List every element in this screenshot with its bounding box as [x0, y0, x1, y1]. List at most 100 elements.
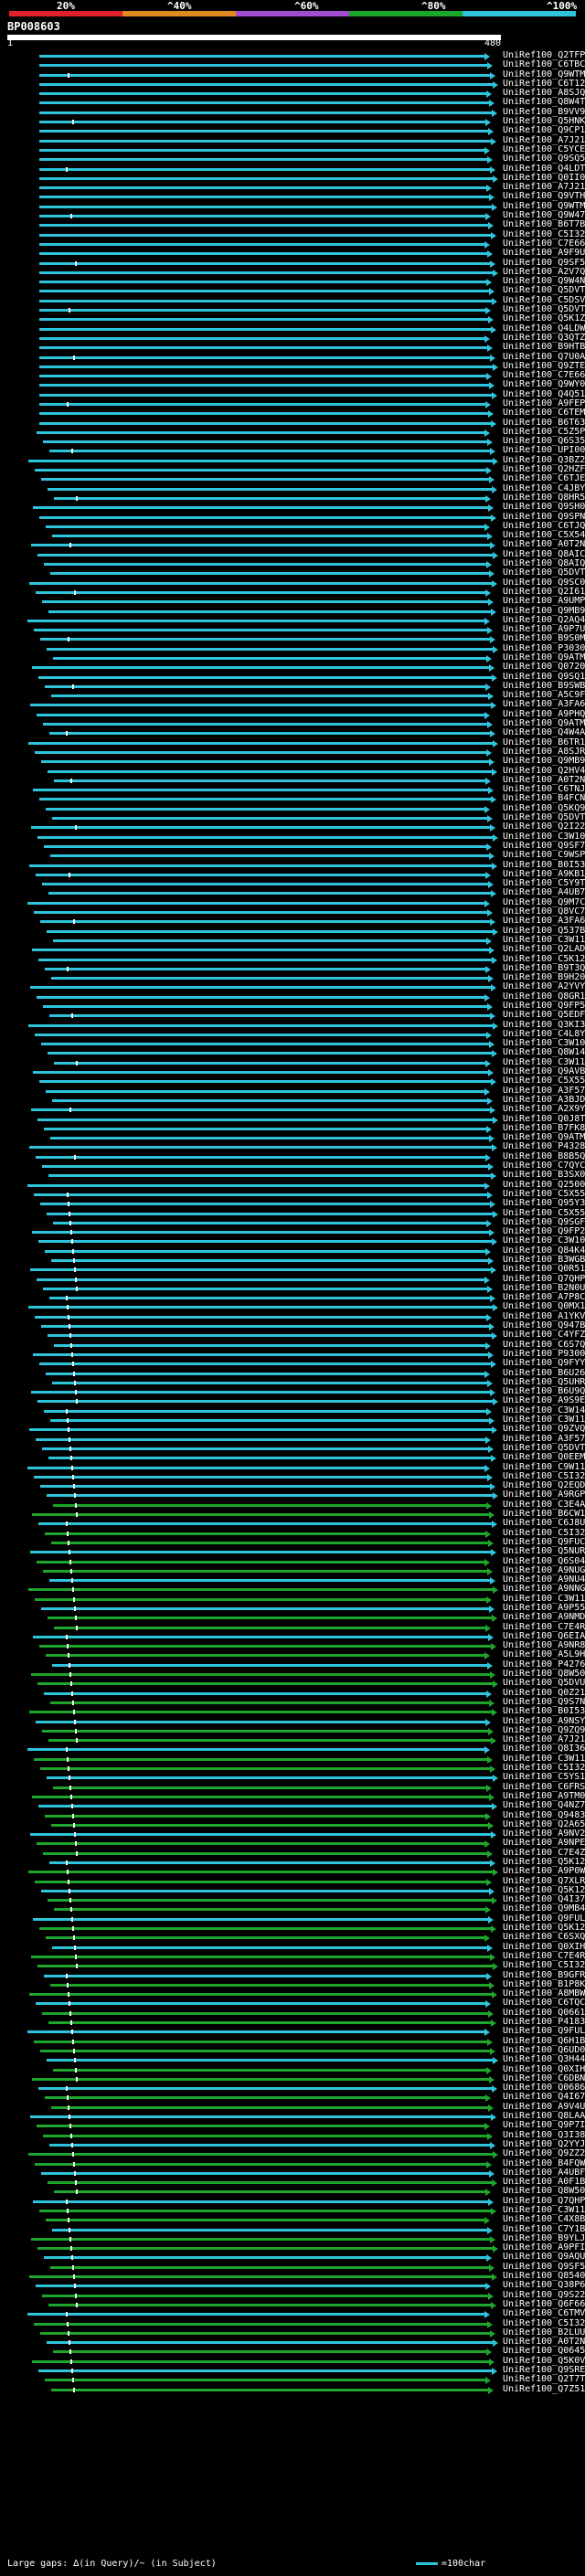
hit-label[interactable]: UniRef100_C6T129: [503, 78, 585, 89]
hit-row[interactable]: UniRef100_C5I324: [0, 1471, 585, 1481]
hit-row[interactable]: UniRef100_Q2HZF5: [0, 464, 585, 475]
hit-row[interactable]: UniRef100_Q9AVB3: [0, 1066, 585, 1077]
hit-label[interactable]: UniRef100_B0I532: [503, 859, 585, 870]
hit-row[interactable]: UniRef100_A9V4U3: [0, 2102, 585, 2112]
hit-label[interactable]: UniRef100_Q9FP27: [503, 1226, 585, 1237]
hit-label[interactable]: UniRef100_P41837: [503, 2017, 585, 2028]
hit-row[interactable]: UniRef100_C5DSV1: [0, 295, 585, 305]
hit-label[interactable]: UniRef100_Q4Q517: [503, 388, 585, 399]
hit-label[interactable]: UniRef100_Q6EIA8: [503, 1630, 585, 1641]
hit-row[interactable]: UniRef100_Q06862: [0, 2083, 585, 2094]
hit-row[interactable]: UniRef100_Q9WTM6: [0, 201, 585, 211]
hit-label[interactable]: UniRef100_B6U9Q4: [503, 1386, 585, 1397]
hit-row[interactable]: UniRef100_Q6H1B0: [0, 2035, 585, 2046]
hit-row[interactable]: UniRef100_A0F1B9: [0, 2177, 585, 2188]
hit-label[interactable]: UniRef100_C6S7Q2: [503, 1339, 585, 1350]
hit-label[interactable]: UniRef100_Q6S357: [503, 436, 585, 447]
hit-label[interactable]: UniRef100_Q0Z212: [503, 1687, 585, 1698]
hit-row[interactable]: UniRef100_Q0XIH4: [0, 2064, 585, 2074]
hit-label[interactable]: UniRef100_Q9ZZ29: [503, 2148, 585, 2159]
hit-label[interactable]: UniRef100_Q6H1B0: [503, 2035, 585, 2046]
hit-label[interactable]: UniRef100_Q9ATM5: [503, 1132, 585, 1143]
hit-row[interactable]: UniRef100_Q4I372: [0, 1894, 585, 1905]
hit-row[interactable]: UniRef100_C9W115: [0, 1462, 585, 1472]
hit-row[interactable]: UniRef100_C5I326: [0, 1960, 585, 1971]
hit-label[interactable]: UniRef100_Q25007: [503, 1179, 585, 1190]
hit-row[interactable]: UniRef100_Q9ZZ29: [0, 2148, 585, 2159]
hit-label[interactable]: UniRef100_A9FEP4: [503, 398, 585, 408]
hit-label[interactable]: UniRef100_Q2A650: [503, 1818, 585, 1829]
hit-label[interactable]: UniRef100_B9H203: [503, 972, 585, 983]
hit-label[interactable]: UniRef100_Q0MX13: [503, 1301, 585, 1312]
hit-label[interactable]: UniRef100_Q9M7C4: [503, 896, 585, 907]
hit-label[interactable]: UniRef100_C7E661: [503, 370, 585, 381]
hit-row[interactable]: UniRef100_B0I532: [0, 859, 585, 870]
hit-label[interactable]: UniRef100_Q0XIH5: [503, 1941, 585, 1952]
hit-label[interactable]: UniRef100_Q9S223: [503, 2289, 585, 2300]
hit-label[interactable]: UniRef100_A0T2N8: [503, 774, 585, 785]
hit-label[interactable]: UniRef100_C5Y9T3: [503, 878, 585, 889]
hit-row[interactable]: UniRef100_B9HTB7: [0, 342, 585, 353]
hit-row[interactable]: UniRef100_Q5K126: [0, 1923, 585, 1934]
hit-row[interactable]: UniRef100_Q2HV44: [0, 766, 585, 776]
hit-label[interactable]: UniRef100_Q9MB98: [503, 605, 585, 616]
hit-label[interactable]: UniRef100_C4L8Y7: [503, 1028, 585, 1039]
hit-row[interactable]: UniRef100_C6DBN4: [0, 2072, 585, 2083]
hit-row[interactable]: UniRef100_B9H203: [0, 972, 585, 983]
hit-label[interactable]: UniRef100_Q9AQU5: [503, 2252, 585, 2263]
hit-row[interactable]: UniRef100_A3BJD6: [0, 1094, 585, 1105]
hit-label[interactable]: UniRef100_B4FCN0: [503, 793, 585, 804]
hit-row[interactable]: UniRef100_A9NU45: [0, 1574, 585, 1585]
hit-row[interactable]: UniRef100_C7Y1B9: [0, 2223, 585, 2234]
hit-row[interactable]: UniRef100_C4X8B9: [0, 2214, 585, 2225]
hit-label[interactable]: UniRef100_C5X555: [503, 1207, 585, 1218]
hit-row[interactable]: UniRef100_Q5DVT7: [0, 285, 585, 296]
hit-row[interactable]: UniRef100_A9NV23: [0, 1829, 585, 1839]
hit-label[interactable]: UniRef100_A0T2N6: [503, 2337, 585, 2348]
hit-row[interactable]: UniRef100_Q3QTZ2: [0, 333, 585, 343]
hit-row[interactable]: UniRef100_C7QYC5: [0, 1161, 585, 1171]
hit-row[interactable]: UniRef100_Q9W4N3: [0, 276, 585, 287]
hit-label[interactable]: UniRef100_Q5DVT8: [503, 567, 585, 578]
hit-label[interactable]: UniRef100_B9HTB7: [503, 342, 585, 353]
hit-row[interactable]: UniRef100_B9SWB1: [0, 681, 585, 691]
hit-label[interactable]: UniRef100_Q07204: [503, 662, 585, 673]
hit-label[interactable]: UniRef100_Q9ATM0: [503, 718, 585, 729]
hit-row[interactable]: UniRef100_B2N0U5: [0, 1283, 585, 1293]
hit-label[interactable]: UniRef100_C6DBN4: [503, 2072, 585, 2083]
hit-label[interactable]: UniRef100_C3W108: [503, 1038, 585, 1049]
hit-label[interactable]: UniRef100_A8MBWL: [503, 1988, 585, 1999]
hit-row[interactable]: UniRef100_C6TEM7: [0, 408, 585, 419]
hit-label[interactable]: UniRef100_A1YKV9: [503, 1310, 585, 1321]
hit-label[interactable]: UniRef100_Q0EEM0: [503, 1452, 585, 1463]
hit-label[interactable]: UniRef100_A3F570: [503, 1433, 585, 1444]
hit-label[interactable]: UniRef100_Q5DVT9: [503, 304, 585, 315]
hit-label[interactable]: UniRef100_Q2YYJ6: [503, 2138, 585, 2149]
hit-label[interactable]: UniRef100_A3FA69: [503, 699, 585, 710]
hit-label[interactable]: UniRef100_B9S0M0: [503, 633, 585, 644]
hit-row[interactable]: UniRef100_C6TQC0: [0, 1998, 585, 2009]
hit-label[interactable]: UniRef100_Q2T7T0: [503, 2374, 585, 2385]
hit-row[interactable]: UniRef100_C3E4A9: [0, 1500, 585, 1510]
hit-label[interactable]: UniRef100_B6TR18: [503, 737, 585, 747]
hit-row[interactable]: UniRef100_C6TBC3: [0, 59, 585, 70]
hit-label[interactable]: UniRef100_C3W114: [503, 1753, 585, 1764]
hit-label[interactable]: UniRef100_C6TEM7: [503, 408, 585, 419]
hit-row[interactable]: UniRef100_Q2I617: [0, 587, 585, 597]
hit-label[interactable]: UniRef100_Q8W506: [503, 1669, 585, 1680]
hit-row[interactable]: UniRef100_Q9SH07: [0, 502, 585, 513]
hit-row[interactable]: UniRef100_Q6S045: [0, 1556, 585, 1566]
hit-label[interactable]: UniRef100_C7Y1B9: [503, 2223, 585, 2234]
hit-label[interactable]: UniRef100_A9P0W1: [503, 1866, 585, 1877]
hit-label[interactable]: UniRef100_Q7U0A6: [503, 351, 585, 362]
hit-row[interactable]: UniRef100_Q8AIC7: [0, 549, 585, 559]
hit-label[interactable]: UniRef100_A8SJR3: [503, 746, 585, 757]
hit-label[interactable]: UniRef100_C5K121: [503, 953, 585, 964]
hit-label[interactable]: UniRef100_A3BJD6: [503, 1094, 585, 1105]
hit-row[interactable]: UniRef100_C6SXQ7: [0, 1932, 585, 1943]
hit-row[interactable]: UniRef100_C6T129: [0, 78, 585, 89]
hit-row[interactable]: UniRef100_A9NR85: [0, 1640, 585, 1651]
hit-row[interactable]: UniRef100_Q9ZQ98: [0, 1725, 585, 1735]
hit-label[interactable]: UniRef100_B3WGB4: [503, 1255, 585, 1265]
hit-label[interactable]: UniRef100_Q0J8T0: [503, 1113, 585, 1124]
